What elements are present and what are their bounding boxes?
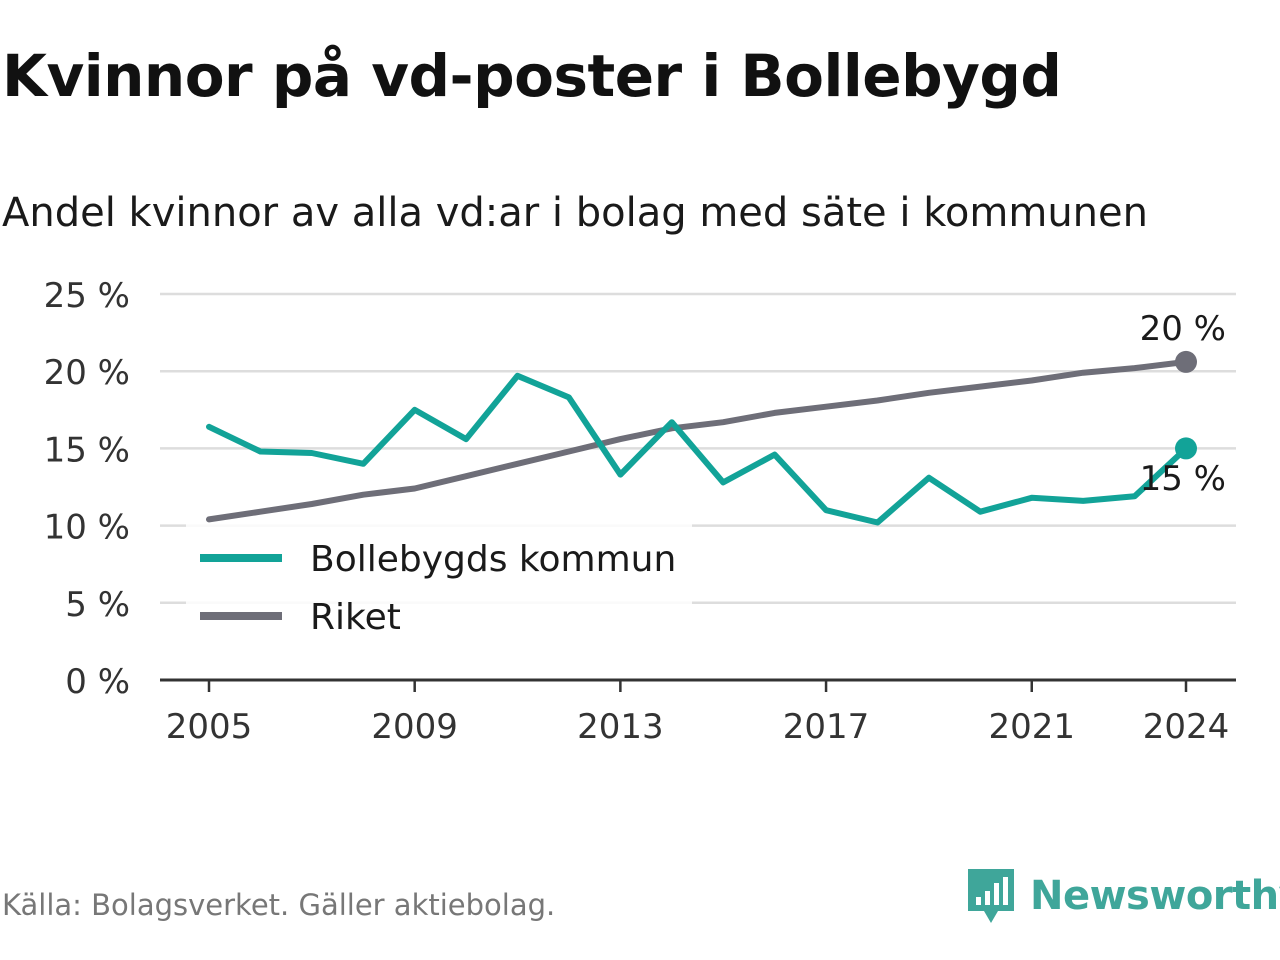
series-line-kommun bbox=[206, 372, 1189, 526]
legend-label-kommun: Bollebygds kommun bbox=[310, 539, 676, 580]
x-tick-label: 2021 bbox=[988, 707, 1075, 747]
source-note: Källa: Bolagsverket. Gäller aktiebolag. bbox=[2, 888, 556, 922]
x-tick-label: 2013 bbox=[577, 707, 664, 747]
newsworthy-logo-icon bbox=[968, 869, 1014, 923]
end-point-riket bbox=[1175, 350, 1197, 373]
brand-logo: Newsworthy bbox=[966, 866, 1280, 926]
end-label-riket: 20 % bbox=[1140, 309, 1226, 349]
chart-title: Kvinnor på vd-poster i Bollebygd bbox=[2, 42, 1062, 110]
y-tick-label: 5 % bbox=[65, 585, 130, 625]
brand-name: Newsworthy bbox=[1030, 873, 1280, 919]
y-tick-label: 25 % bbox=[44, 276, 130, 316]
y-tick-label: 20 % bbox=[44, 353, 130, 393]
chart-subtitle: Andel kvinnor av alla vd:ar i bolag med … bbox=[2, 190, 1148, 236]
x-tick-label: 2024 bbox=[1143, 707, 1230, 747]
y-tick-label: 10 % bbox=[44, 508, 130, 548]
x-tick-label: 2005 bbox=[166, 707, 253, 747]
y-tick-label: 15 % bbox=[44, 430, 130, 470]
legend-label-riket: Riket bbox=[310, 597, 401, 638]
end-point-kommun bbox=[1175, 437, 1197, 460]
x-tick-label: 2009 bbox=[371, 707, 458, 747]
y-tick-label: 0 % bbox=[65, 662, 130, 702]
legend-box bbox=[186, 524, 692, 642]
x-tick-label: 2017 bbox=[783, 707, 870, 747]
end-label-kommun: 15 % bbox=[1140, 459, 1226, 499]
series-line-riket bbox=[206, 358, 1189, 523]
